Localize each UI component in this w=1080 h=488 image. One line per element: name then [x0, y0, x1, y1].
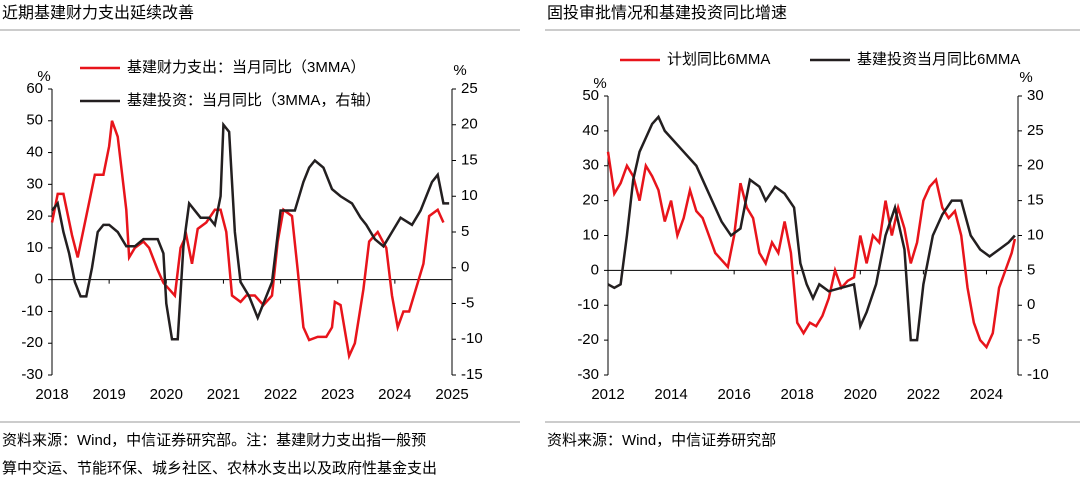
y-tick-label: -30 [21, 366, 43, 383]
y-tick-label: 10 [582, 226, 599, 243]
x-tick-label: 2018 [781, 386, 814, 403]
y2-tick-label: -5 [461, 294, 474, 311]
y2-tick-label: 30 [1027, 87, 1044, 104]
y-tick-label: 30 [582, 157, 599, 174]
y-tick-label: 40 [582, 122, 599, 139]
y2-tick-label: -10 [461, 330, 483, 347]
x-tick-label: 2014 [654, 386, 687, 403]
y2-tick-label: 25 [1027, 122, 1044, 139]
source-note: 资料来源：Wind，中信证券研究部 [547, 432, 776, 449]
y2-tick-label: -10 [1027, 366, 1049, 383]
y2-tick-label: 20 [461, 116, 478, 133]
y2-tick-label: 10 [461, 187, 478, 204]
legend-label: 基建投资：当月同比（3MMA，右轴） [127, 92, 380, 109]
y-tick-label: 10 [26, 239, 43, 256]
y-unit: % [37, 68, 50, 85]
y-tick-label: -30 [577, 366, 599, 383]
legend-label: 基建投资当月同比6MMA [857, 51, 1020, 68]
y2-tick-label: 0 [1027, 296, 1035, 313]
y2-tick-label: 15 [461, 151, 478, 168]
y2-tick-label: 5 [1027, 261, 1035, 278]
x-tick-label: 2025 [435, 386, 468, 403]
x-tick-label: 2024 [378, 386, 411, 403]
y2-tick-label: -5 [1027, 331, 1040, 348]
x-tick-label: 2024 [970, 386, 1003, 403]
x-tick-label: 2020 [150, 386, 183, 403]
y-tick-label: 60 [26, 80, 43, 97]
y-tick-label: -10 [577, 296, 599, 313]
y-tick-label: -20 [577, 331, 599, 348]
y-tick-label: 30 [26, 175, 43, 192]
x-tick-label: 2020 [844, 386, 877, 403]
x-tick-label: 2012 [591, 386, 624, 403]
y2-tick-label: 0 [461, 259, 469, 276]
series-line [606, 151, 1017, 350]
series-line [607, 114, 1016, 342]
chart-title: 固投审批情况和基建投资同比增速 [547, 4, 787, 22]
y-tick-label: 0 [35, 271, 43, 288]
source-note: 资料来源：Wind，中信证券研究部。注：基建财力支出指一般预 [2, 432, 426, 449]
y-tick-label: -10 [21, 302, 43, 319]
y2-tick-label: 15 [1027, 192, 1044, 209]
y-tick-label: 50 [582, 87, 599, 104]
y-tick-label: -20 [21, 334, 43, 351]
legend-label: 基建财力支出：当月同比（3MMA） [127, 59, 365, 76]
y-tick-label: 20 [26, 207, 43, 224]
chart-title: 近期基建财力支出延续改善 [2, 4, 194, 22]
x-tick-label: 2018 [35, 386, 68, 403]
y2-tick-label: 25 [461, 80, 478, 97]
y2-tick-label: 20 [1027, 157, 1044, 174]
x-tick-label: 2023 [321, 386, 354, 403]
y2-tick-label: -15 [461, 366, 483, 383]
legend-label: 计划同比6MMA [667, 51, 770, 68]
x-tick-label: 2019 [92, 386, 125, 403]
y-unit: % [593, 75, 606, 92]
y2-unit: % [453, 62, 466, 79]
y2-tick-label: 5 [461, 223, 469, 240]
y2-unit: % [1019, 69, 1032, 86]
x-tick-label: 2022 [264, 386, 297, 403]
y2-tick-label: 10 [1027, 226, 1044, 243]
y-tick-label: 50 [26, 112, 43, 129]
x-tick-label: 2021 [207, 386, 240, 403]
source-note: 算中交运、节能环保、城乡社区、农林水支出以及政府性基金支出 [2, 459, 437, 477]
y-tick-label: 20 [582, 192, 599, 209]
series-line [51, 121, 450, 341]
y-tick-label: 40 [26, 144, 43, 161]
x-tick-label: 2022 [907, 386, 940, 403]
x-tick-label: 2016 [717, 386, 750, 403]
y-tick-label: 0 [591, 261, 599, 278]
series-line [50, 120, 445, 361]
